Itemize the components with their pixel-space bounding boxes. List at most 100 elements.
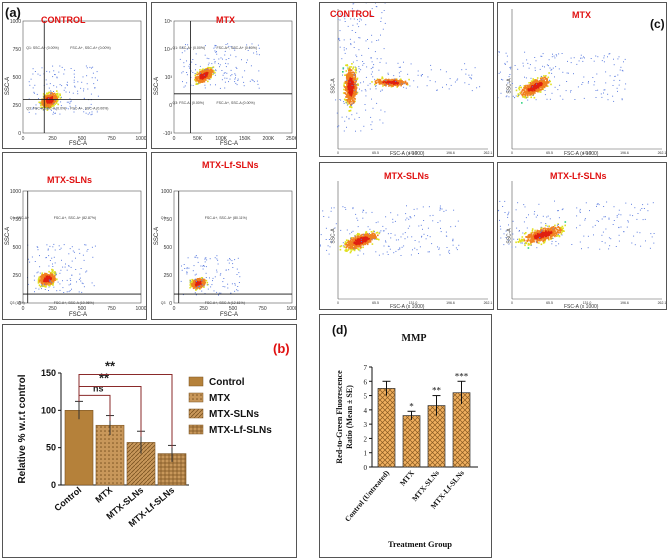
- flow-a2-ytick: 500: [13, 245, 22, 251]
- chart-d-xtick: Control (Untreated): [343, 468, 391, 523]
- flow-c1-xtick: 262.1: [658, 151, 667, 155]
- flow-c2-xlabel: FSC-A (x 1000): [390, 304, 425, 310]
- flow-a2-cloud-sparse: [27, 243, 96, 293]
- flow-plot-c-mtx-lf-slns: 0 65.5 131.0 196.6 262.1 MTX-Lf-SLNs FSC-A (…: [497, 162, 667, 310]
- chart-b-legend-swatch: [188, 392, 204, 403]
- flow-a3-ytick: 0: [169, 301, 172, 307]
- flow-a2-xtick: 750: [107, 306, 116, 312]
- chart-d-ytick: 4: [364, 407, 368, 415]
- chart-d-ytick: 6: [364, 378, 368, 386]
- flow-c3-ylabel: SSC-A: [506, 228, 513, 244]
- flow-c3-svg: 0 65.5 131.0 196.6 262.1: [498, 181, 666, 305]
- flow-a3-ytick: 750: [164, 217, 173, 223]
- flow-c0-ylabel: SSC-A: [330, 78, 337, 94]
- flow-a0-ytick: 0: [18, 131, 21, 137]
- flow-a2-ytick: 0: [18, 301, 21, 307]
- flow-c0-xtick: 262.1: [484, 151, 493, 155]
- chart-d-ytick: 5: [364, 393, 368, 401]
- chart-b-legend-swatch: [188, 424, 204, 435]
- chart-d-ytick: 1: [364, 450, 368, 458]
- flow-a2-xtick: 1000: [135, 306, 146, 312]
- flow-c1-cloud-sparse: [498, 51, 627, 102]
- flow-c2-xtick: 196.6: [446, 301, 455, 305]
- flow-a1-ytick: -10³: [163, 131, 172, 137]
- flow-a1-cloud-sparse: [179, 43, 260, 89]
- flow-a3-ylabel: SSC-A: [154, 226, 161, 246]
- flow-a1-ytick: 10³: [165, 75, 173, 81]
- flow-a1-gate-label: FSC-A+, SSC-A (0.00%): [217, 101, 255, 105]
- flow-c0-xtick: 65.5: [372, 151, 379, 155]
- flow-plot-c-mtx-slns: 0 65.5 131.0 196.6 262.1 MTX-SLNs FSC-A (x 1…: [319, 162, 494, 310]
- flow-a2-xlabel: FSC-A: [69, 312, 87, 318]
- flow-a0-xlabel: FSC-A: [69, 141, 87, 147]
- chart-d-ytick: 2: [364, 435, 368, 443]
- chart-d-title: MMP: [402, 333, 427, 344]
- flow-c2-cloud-sparse: [320, 205, 460, 256]
- panel-label-c: (c): [650, 17, 665, 31]
- chart-b-ylabel: Relative % w.r.t control: [17, 374, 28, 483]
- flow-c0-xtick: 196.6: [446, 151, 455, 155]
- flow-a1-xtick: 50K: [193, 136, 203, 142]
- flow-a1-xtick: 0: [173, 136, 176, 142]
- flow-a3-xtick: 500: [229, 306, 238, 312]
- chart-b-ytick: 0: [51, 480, 56, 490]
- flow-c2-title: MTX-SLNs: [384, 171, 429, 181]
- flow-c2-ylabel: SSC-A: [330, 228, 337, 244]
- flow-c3-xlabel: FSC-A (x 1000): [564, 304, 599, 310]
- flow-a0-frame: [22, 20, 142, 134]
- flow-a0-ylabel: SSC-A: [5, 76, 12, 96]
- flow-a1-xtick: 100K: [215, 136, 227, 142]
- flow-a3-xlabel: FSC-A: [220, 312, 238, 318]
- flow-a3-gate-label: FSC-A+, SSC-A (12.61%): [205, 301, 245, 305]
- panel-label-b: (b): [273, 341, 290, 356]
- flow-c1-ylabel: SSC-A: [506, 78, 513, 94]
- flow-a3-frame: [173, 190, 293, 304]
- flow-c1-xtick: 131.0: [583, 151, 592, 155]
- flow-plot-a-control: Q1: SSC-A+ (0.00%) FSC-A+, SSC-A+ (0.00%)…: [2, 2, 147, 149]
- flow-c2-xtick: 65.5: [372, 301, 379, 305]
- flow-a1-ytick: 10⁴: [164, 47, 172, 53]
- flow-a3-xtick: 1000: [286, 306, 297, 312]
- flow-a2-cloud: [37, 268, 58, 288]
- panel-label-d: (d): [332, 323, 348, 337]
- flow-plot-a-mtx: Q1: SSC-A+ (0.00%) FSC-A+, SSC-A+ (0.00%)…: [151, 2, 297, 149]
- chart-b-xtick: Control: [52, 485, 83, 513]
- chart-b-legend-label: MTX-Lf-SLNs: [209, 425, 272, 436]
- flow-a3-gate-label: Q1: [161, 216, 166, 220]
- chart-b-annotation: **: [105, 358, 116, 373]
- flow-a3-svg: Q1 FSC-A+, SSC-A+ (80.11%) Q3 FSC-A+, SSC-A…: [161, 189, 297, 312]
- flow-c2-xtick: 262.1: [484, 301, 493, 305]
- panel-d: MMP 0 1 2 3 4 5 6 7 Red-to-Green Fluorescence Rati…: [319, 314, 492, 558]
- chart-b-ytick: 50: [46, 443, 56, 453]
- chart-d-ytick: 3: [364, 421, 368, 429]
- flow-a1-cloud: [194, 66, 216, 85]
- flow-a0-ytick: 1000: [10, 19, 21, 25]
- chart-d-svg: MMP 0 1 2 3 4 5 6 7 Red-to-Green Fluorescence Rati…: [335, 333, 478, 549]
- chart-b-legend-label: Control: [209, 377, 245, 388]
- flow-a3-gate-label: Q3: [161, 301, 166, 305]
- flow-a0-cloud-sparse: [28, 65, 99, 116]
- flow-c0-title: CONTROL: [330, 9, 375, 19]
- flow-a1-gate-label: FSC-A+, SSC-A+ (0.00%): [217, 46, 257, 50]
- chart-b-bar: [64, 410, 94, 486]
- flow-a2-ytick: 1000: [10, 189, 21, 195]
- flow-c2-cloud: [339, 230, 381, 254]
- chart-d-ylabel-line2: Ratio (Mean ± SE): [345, 385, 354, 449]
- chart-b-bracket: [78, 373, 173, 448]
- flow-a2-frame: [22, 190, 142, 304]
- flow-a0-gate-label: FSC-A+, SSC-A+ (0.00%): [70, 46, 110, 50]
- flow-c3-xtick: 131.0: [583, 301, 592, 305]
- flow-c0-cloud: [342, 63, 359, 112]
- flow-c0-cloud-sparse: [335, 3, 386, 132]
- chart-d-significance: **: [432, 386, 442, 396]
- flow-a3-title: MTX-Lf-SLNs: [202, 160, 259, 170]
- flow-c0-arm: [371, 76, 410, 88]
- chart-b-annotation: ns: [93, 383, 104, 393]
- flow-a1-xlabel: FSC-A: [220, 141, 238, 147]
- flow-a2-xtick: 0: [22, 306, 25, 312]
- flow-a2-gate-label: FSC-A+, SSC-A (10.96%): [54, 301, 94, 305]
- flow-a3-ytick: 500: [164, 245, 173, 251]
- chart-b-legend-label: MTX: [209, 393, 230, 404]
- flow-a3-cloud-sparse: [180, 255, 241, 296]
- chart-d-ytick: 0: [364, 464, 368, 472]
